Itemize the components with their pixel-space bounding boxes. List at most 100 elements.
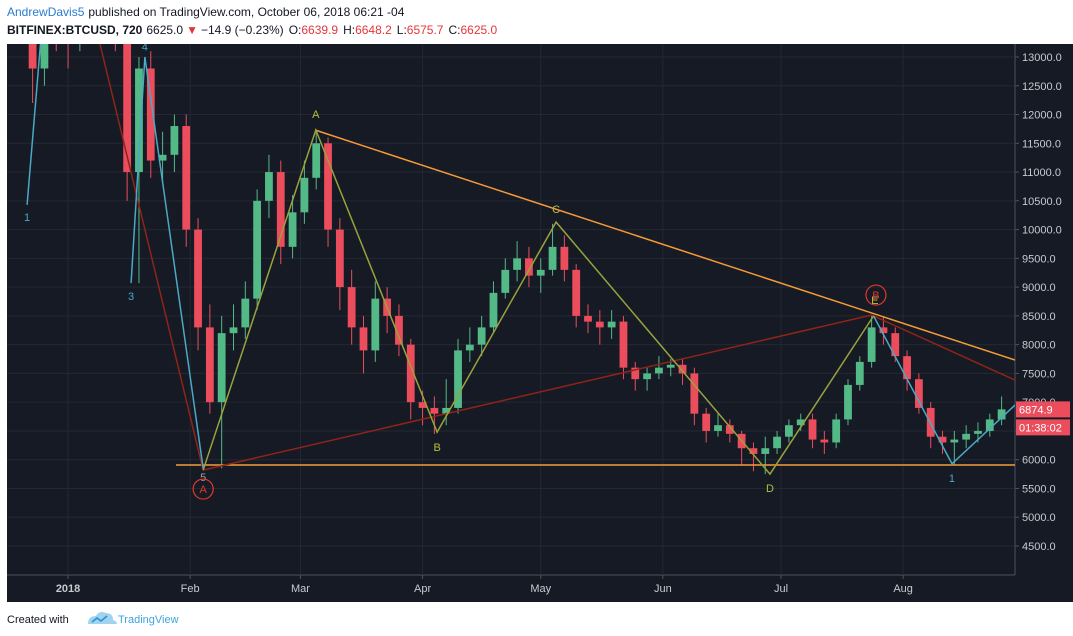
symbol: BITFINEX:BTCUSD, 720 (7, 23, 143, 37)
wave-circle (865, 284, 887, 306)
candle-body (501, 269, 510, 293)
candle-body (938, 436, 947, 443)
countdown: 01:38:02 (1019, 422, 1062, 434)
candle-body (879, 327, 888, 334)
candle-body (844, 384, 852, 420)
candle-body (335, 229, 344, 288)
candle-body (205, 327, 214, 403)
wave-label: 1 (24, 212, 30, 224)
y-tick-label: 10000.0 (1022, 225, 1062, 237)
candle-body (666, 364, 675, 368)
last-price: 6625.0 (146, 23, 183, 37)
candle-body (324, 143, 332, 230)
x-tick-label: Mar (291, 583, 310, 595)
price-tag (1016, 401, 1070, 418)
candle-body (525, 258, 533, 276)
wave-label: 3 (128, 291, 134, 303)
y-tick-label: 4500.0 (1022, 541, 1056, 553)
x-tick-label: May (530, 583, 551, 595)
candle-body (974, 430, 982, 434)
candle-body (312, 143, 321, 178)
y-tick-label: 13000.0 (1022, 52, 1062, 64)
wave-label: C (552, 204, 560, 216)
trend-line (202, 127, 875, 476)
candle-body (217, 333, 226, 403)
candle-body (40, 44, 49, 69)
candle-body (536, 269, 545, 276)
candle-body (607, 321, 616, 328)
author[interactable]: AndrewDavis5 (7, 5, 85, 19)
y-tick-label: 10500.0 (1022, 196, 1062, 208)
trend-line (130, 56, 204, 469)
candle-body (548, 246, 557, 270)
candle-body (914, 379, 923, 408)
wave-label: B (433, 442, 440, 454)
candle-body (359, 327, 368, 351)
candle-body (146, 68, 155, 161)
y-tick-label: 9500.0 (1022, 253, 1056, 265)
candle-body (477, 327, 486, 345)
candle-body (855, 361, 864, 385)
y-tick-label: 11500.0 (1022, 138, 1061, 150)
y-tick-label: 5000.0 (1022, 512, 1056, 524)
candle-body (761, 448, 770, 454)
candle-body (442, 407, 451, 414)
y-tick-label: 9000.0 (1022, 282, 1056, 294)
candle-body (182, 126, 191, 230)
wave-circle (192, 478, 214, 500)
candle-body (595, 321, 604, 328)
candle-body (253, 200, 262, 299)
header-line-2: BITFINEX:BTCUSD, 720 6625.0 ▼ −14.9 (−0.23%… (7, 23, 498, 37)
candle-body (158, 154, 167, 161)
candle-body (418, 402, 427, 408)
candle-body (820, 439, 829, 443)
x-tick-label: Jul (774, 583, 788, 595)
candle-body (832, 419, 841, 443)
candle-body (690, 373, 699, 414)
candle-body (655, 367, 663, 374)
candle-body (643, 373, 651, 380)
candle-body (702, 413, 711, 431)
candle-body (265, 172, 273, 201)
candle-body (725, 425, 734, 434)
x-tick-label: Aug (893, 583, 913, 595)
footer-bg (0, 602, 1073, 636)
candle-body (631, 367, 640, 380)
wave-label: E (871, 295, 878, 307)
y-tick-label: 12500.0 (1022, 81, 1062, 93)
y-tick-label: 6000.0 (1022, 455, 1056, 467)
candle-body (170, 126, 179, 155)
header-bg (0, 0, 1073, 44)
change: −14.9 (−0.23%) (201, 23, 284, 37)
logo-line (91, 615, 108, 623)
candle-body (430, 407, 439, 414)
y-tick-label: 12000.0 (1022, 110, 1062, 122)
wave-label: 4 (142, 42, 148, 54)
candle-body (276, 172, 285, 247)
candle-body (241, 298, 250, 328)
x-tick-label: 2018 (56, 583, 80, 595)
candle-body (454, 350, 462, 408)
y-tick-label: 7500.0 (1022, 368, 1056, 380)
candle-body (903, 356, 911, 380)
candle-body (985, 419, 994, 431)
candle-body (796, 419, 805, 426)
trend-line (26, 44, 42, 205)
candle-body (891, 333, 900, 357)
wave-label: A (312, 109, 320, 121)
candle-body (465, 344, 474, 351)
ohlc-key: C: (448, 23, 460, 37)
countdown-bg (1016, 419, 1070, 436)
candle-body (371, 298, 380, 351)
candle-body (123, 44, 132, 173)
ohlc-key: L: (397, 23, 407, 37)
trend-line (872, 315, 1015, 465)
y-tick-label: 11000.0 (1022, 167, 1061, 179)
brand[interactable]: TradingView (118, 614, 179, 626)
candle-body (347, 287, 356, 328)
candle-body (288, 212, 297, 247)
tradingview-logo[interactable] (88, 612, 117, 624)
candle-body (229, 327, 238, 334)
